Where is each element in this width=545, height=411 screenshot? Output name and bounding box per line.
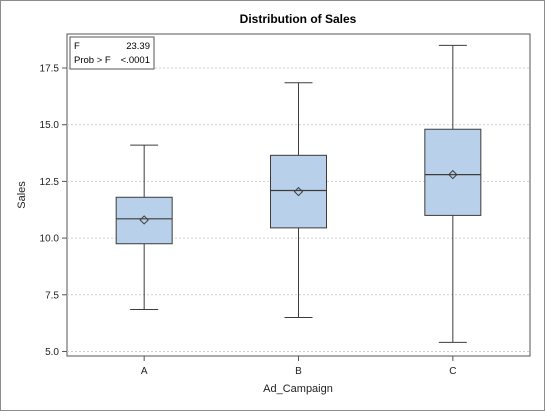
iqr-box [115,196,173,245]
y-tick-label: 12.5 [40,177,60,188]
mean-marker [448,169,458,180]
iqr-box [424,128,482,216]
x-axis-ticks: A B C [141,356,456,377]
y-tick-label: 10.0 [40,234,60,245]
stats-inset-box [69,36,155,70]
y-tick-label: 7.5 [45,290,59,301]
f-stat-label: F [74,41,80,52]
p-value-label: Prob > F [74,55,111,66]
y-axis-ticks: 5.0 7.5 10.0 12.5 15.0 17.5 [40,64,67,358]
x-tick-label: C [449,366,456,377]
x-tick-label: B [295,366,302,377]
box-group-b [270,82,327,318]
f-stat-value: 23.39 [126,41,150,52]
chart-title: Distribution of Sales [240,12,357,26]
y-axis-label: Sales [16,181,28,209]
boxes [115,44,482,343]
y-tick-label: 5.0 [45,347,59,358]
box-group-c [424,44,482,343]
mean-marker [139,215,149,225]
x-axis-label: Ad_Campaign [263,383,333,395]
x-tick-label: A [141,366,148,377]
y-tick-label: 15.0 [40,120,60,131]
mean-marker [293,186,304,197]
iqr-box [270,154,327,229]
p-value-value: <.0001 [121,55,150,66]
box-group-a [115,144,173,311]
stats-inset: F 23.39 Prob > F <.0001 [69,36,155,70]
y-tick-label: 17.5 [40,64,60,75]
